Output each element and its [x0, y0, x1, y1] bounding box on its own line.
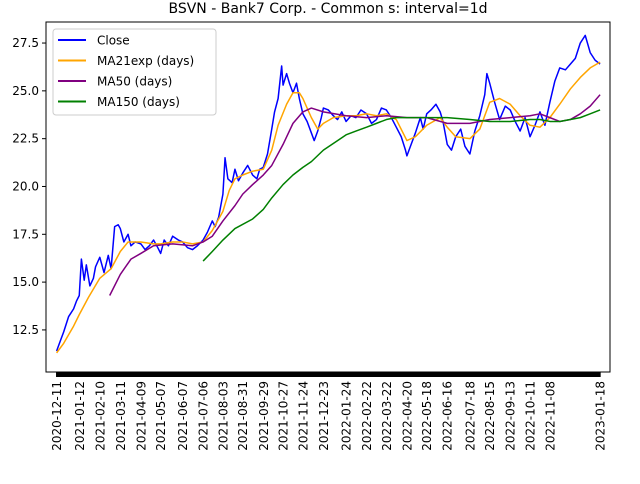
x-tick-label: 2021-08-31	[236, 381, 250, 451]
x-tick-label: 2022-01-24	[340, 381, 354, 451]
x-tick-label: 2021-10-27	[277, 381, 291, 451]
y-tick-label: 25.0	[12, 84, 39, 98]
y-tick-label: 20.0	[12, 179, 39, 193]
y-ticks: 12.5 15.0 17.5 20.0 22.5 25.0 27.5	[12, 36, 46, 337]
x-tick-label: 2021-09-29	[257, 381, 271, 451]
x-tick-label: 2022-03-22	[380, 381, 394, 451]
x-tick-label: 2021-07-06	[197, 381, 211, 451]
y-tick-label: 15.0	[12, 275, 39, 289]
series-line	[56, 61, 601, 354]
x-tick-label: 2021-01-12	[73, 381, 87, 451]
plot-area	[55, 34, 601, 354]
x-tick-label: 2021-06-07	[176, 381, 190, 451]
x-tick-label: 2022-09-13	[504, 381, 518, 451]
y-tick-label: 27.5	[12, 36, 39, 50]
series-line	[55, 34, 601, 352]
x-tick-label: 2022-02-22	[360, 381, 374, 451]
x-tick-label: 2020-12-11	[50, 381, 64, 451]
legend-label: MA21exp (days)	[97, 54, 194, 68]
x-tick-label: 2021-11-24	[296, 381, 310, 451]
chart-title: BSVN - Bank7 Corp. - Common s: interval=…	[168, 1, 487, 17]
series-line	[109, 94, 601, 296]
y-tick-label: 22.5	[12, 132, 39, 146]
x-minor-ticks	[56, 372, 601, 377]
x-tick-label: 2021-02-10	[93, 381, 107, 451]
x-tick-label: 2021-03-11	[114, 381, 128, 451]
x-tick-label: 2022-08-15	[483, 381, 497, 451]
x-tick-label: 2022-06-16	[441, 381, 455, 451]
x-tick-label: 2022-05-18	[420, 381, 434, 451]
x-tick-label: 2022-04-20	[400, 381, 414, 451]
x-tick-label: 2023-01-18	[594, 381, 608, 451]
x-tick-label: 2022-07-18	[463, 381, 477, 451]
x-tick-label: 2022-11-08	[543, 381, 557, 451]
x-ticks: 2020-12-11 2021-01-12 2021-02-10 2021-03-11…	[50, 372, 608, 451]
y-tick-label: 12.5	[12, 323, 39, 337]
x-tick-label: 2021-12-23	[317, 381, 331, 451]
x-tick-label: 2021-05-07	[154, 381, 168, 451]
series-line	[202, 109, 601, 262]
x-tick-label: 2022-10-11	[524, 381, 538, 451]
legend: Close MA21exp (days) MA50 (days) MA150 (day…	[52, 28, 217, 116]
legend-box	[52, 28, 217, 116]
y-tick-label: 17.5	[12, 227, 39, 241]
legend-label: MA50 (days)	[97, 75, 172, 89]
x-tick-label: 2021-08-03	[216, 381, 230, 451]
x-tick-label: 2021-04-09	[134, 381, 148, 451]
legend-label: Close	[97, 34, 130, 48]
axes-frame	[45, 21, 611, 373]
legend-label: MA150 (days)	[97, 95, 180, 109]
